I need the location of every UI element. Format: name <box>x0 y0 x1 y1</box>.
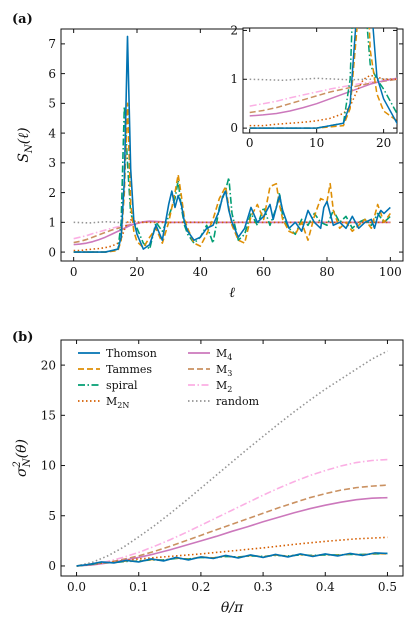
panel-b-xtick-label: 0.1 <box>129 580 148 594</box>
inset-xtick-label: 20 <box>376 136 391 150</box>
inset-ytick-label: 1 <box>230 72 238 86</box>
panel-b-series-thomson <box>76 552 388 567</box>
inset-series-spiral <box>249 28 397 129</box>
legend-label-m-3: M3 <box>216 363 232 378</box>
panel-b-ytick-label: 0 <box>48 559 56 573</box>
panel-b-ytick-label: 15 <box>41 409 56 423</box>
panel-a-ytick-label: 7 <box>48 37 56 51</box>
panel-a-xtick-label: 20 <box>129 265 144 279</box>
panel-a-frame <box>60 28 404 262</box>
panel-a-label: (a) <box>12 12 33 27</box>
panel-b-series-m-3 <box>76 484 388 567</box>
panel-a-ytick-label: 0 <box>48 245 56 259</box>
inset-ytick-label: 0 <box>230 121 238 135</box>
legend-label-tammes: Tammes <box>106 363 152 376</box>
panel-b-xtick-label: 0.0 <box>67 580 86 594</box>
panel-a-ytick-label: 5 <box>48 97 56 111</box>
panel-a-ytick-label: 6 <box>48 67 56 81</box>
panel-a-xtick-label: 40 <box>193 265 208 279</box>
panel-a-series-thomson <box>73 35 391 253</box>
panel-a-xtick-label: 60 <box>256 265 271 279</box>
panel-b-ylabel: σ2N(θ) <box>12 439 33 477</box>
panel-b-ytick-label: 5 <box>48 509 56 523</box>
panel-b-series-m-2 <box>76 458 388 567</box>
inset-series-m-2n <box>249 74 397 127</box>
panel-a-xlabel: ℓ <box>229 285 235 301</box>
panel-b-series-random <box>76 350 388 567</box>
legend-label-m-2n: M2N <box>106 395 129 410</box>
panel-b-xtick-label: 0.5 <box>378 580 397 594</box>
inset-ytick-label: 2 <box>230 23 238 37</box>
panel-a-series-tammes <box>73 102 391 253</box>
panel-a-ytick-label: 2 <box>48 186 56 200</box>
panel-b: 0.0 0.1 0.2 0.3 0.4 0.5 0 5 10 15 20 θ/π σ2N(θ) <box>12 339 404 616</box>
panel-a-xtick-label: 0 <box>70 265 78 279</box>
legend-label-thomson: Thomson <box>106 347 157 360</box>
inset-series-m-4 <box>249 77 397 117</box>
legend-label-random: random <box>216 395 260 408</box>
inset-xtick-label: 0 <box>246 136 254 150</box>
panel-a-ytick-label: 4 <box>48 126 56 140</box>
panel-a-ytick-label: 1 <box>48 216 56 230</box>
panel-b-ytick-label: 20 <box>41 358 56 372</box>
panel-a-inset: 0 10 20 0 1 2 <box>230 23 398 150</box>
inset-frame <box>242 27 398 134</box>
panel-b-label: (b) <box>12 330 33 345</box>
legend-label-m-2: M2 <box>216 379 232 394</box>
panel-b-xtick-label: 0.4 <box>316 580 335 594</box>
panel-a-xtick-label: 80 <box>319 265 334 279</box>
legend-label-spiral: spiral <box>106 379 138 392</box>
panel-b-xtick-label: 0.3 <box>254 580 273 594</box>
panel-b-xlabel: θ/π <box>221 600 244 616</box>
panel-b-frame <box>60 339 404 577</box>
inset-xtick-label: 10 <box>309 136 324 150</box>
panel-a-ytick-label: 3 <box>48 156 56 170</box>
panel-a-xtick-label: 100 <box>379 265 402 279</box>
panel-b-ytick-label: 10 <box>41 459 56 473</box>
panel-a-ylabel: SN(ℓ) <box>16 127 35 162</box>
panel-b-xtick-label: 0.2 <box>191 580 210 594</box>
legend-label-m-4: M4 <box>216 347 232 362</box>
